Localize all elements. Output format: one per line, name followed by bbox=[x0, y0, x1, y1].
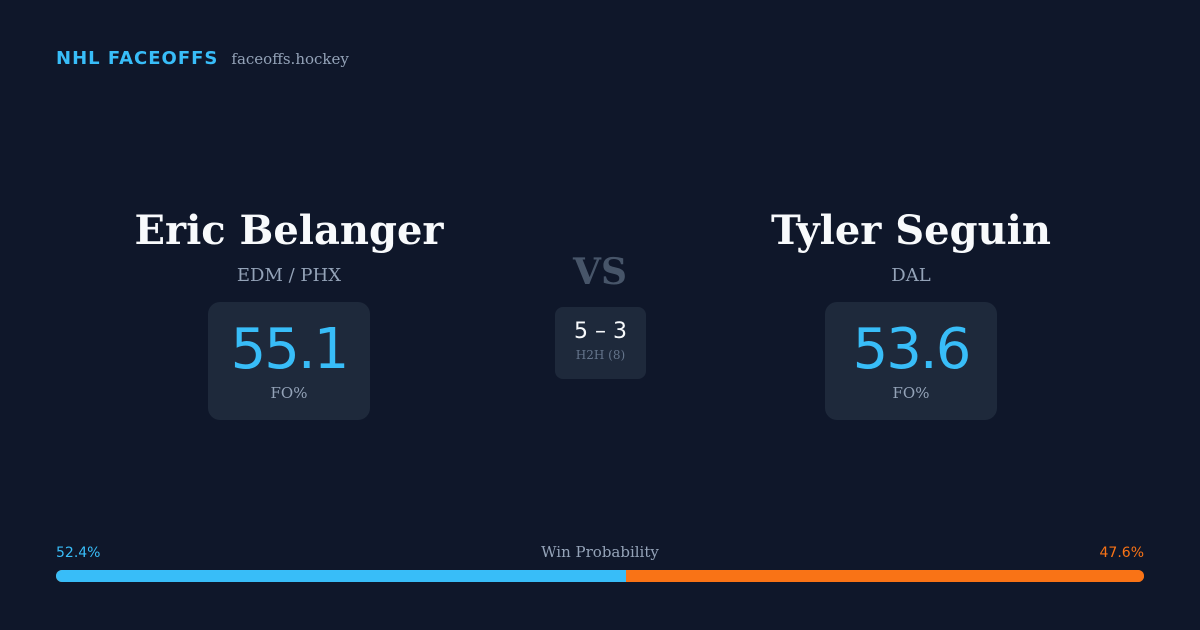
player-name: Eric Belanger bbox=[134, 207, 444, 254]
player-name: Tyler Seguin bbox=[771, 207, 1051, 254]
player-team: DAL bbox=[891, 265, 931, 286]
brand-site: faceoffs.hockey bbox=[231, 50, 349, 68]
win-probability-bar-left bbox=[56, 570, 627, 582]
head-to-head-label: H2H (8) bbox=[575, 348, 626, 362]
player-team: EDM / PHX bbox=[236, 265, 342, 286]
win-probability-bar-right bbox=[626, 570, 1144, 582]
faceoff-pct-card: 53.6 FO% bbox=[825, 302, 997, 420]
faceoff-pct-label: FO% bbox=[270, 384, 308, 402]
faceoff-pct-value: 53.6 bbox=[852, 317, 972, 382]
faceoff-pct-card: 55.1 FO% bbox=[208, 302, 370, 420]
win-probability-right: 47.6% bbox=[1099, 545, 1144, 561]
player-left: Eric Belanger EDM / PHX 55.1 FO% bbox=[89, 205, 489, 420]
faceoff-pct-value: 55.1 bbox=[230, 317, 350, 382]
win-probability-left: 52.4% bbox=[56, 545, 101, 561]
win-probability-title: Win Probability bbox=[541, 543, 659, 561]
brand-name: NHL FACEOFFS bbox=[56, 48, 219, 69]
head-to-head-card: 5 – 3 H2H (8) bbox=[555, 307, 646, 379]
head-to-head-score: 5 – 3 bbox=[574, 319, 627, 344]
versus-label: VS bbox=[573, 251, 627, 293]
brand-header: NHL FACEOFFS faceoffs.hockey bbox=[56, 48, 349, 69]
player-right: Tyler Seguin DAL 53.6 FO% bbox=[711, 205, 1111, 420]
win-probability-bar bbox=[56, 570, 1144, 582]
faceoff-pct-label: FO% bbox=[892, 384, 930, 402]
